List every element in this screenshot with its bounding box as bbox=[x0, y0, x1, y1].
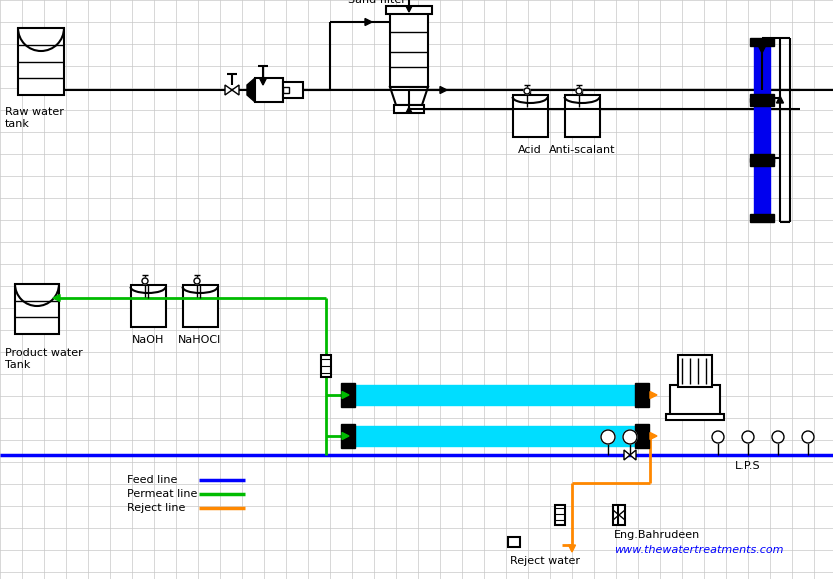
Polygon shape bbox=[342, 391, 349, 398]
Bar bbox=[513, 95, 548, 137]
Polygon shape bbox=[406, 107, 412, 113]
Bar bbox=[670, 385, 720, 415]
Polygon shape bbox=[232, 85, 239, 95]
Bar bbox=[355, 426, 635, 446]
Bar bbox=[750, 214, 774, 222]
Bar bbox=[750, 98, 774, 106]
Polygon shape bbox=[247, 78, 255, 102]
Bar bbox=[321, 355, 331, 377]
Polygon shape bbox=[759, 46, 766, 53]
Text: Product water
Tank: Product water Tank bbox=[5, 348, 82, 369]
Text: Raw water
tank: Raw water tank bbox=[5, 107, 64, 129]
Polygon shape bbox=[342, 433, 349, 439]
Text: Eng.Bahrudeen: Eng.Bahrudeen bbox=[614, 530, 701, 540]
Text: L.P.S: L.P.S bbox=[735, 461, 761, 471]
Bar bbox=[355, 385, 635, 405]
Bar bbox=[678, 355, 712, 387]
Bar bbox=[341, 383, 355, 407]
Polygon shape bbox=[440, 86, 447, 93]
Bar bbox=[283, 87, 289, 93]
Polygon shape bbox=[630, 450, 636, 460]
Bar bbox=[666, 414, 724, 420]
Circle shape bbox=[623, 430, 637, 444]
Text: Anti-scalant: Anti-scalant bbox=[549, 145, 616, 155]
Circle shape bbox=[601, 430, 615, 444]
Polygon shape bbox=[624, 450, 630, 460]
Bar bbox=[635, 383, 649, 407]
Circle shape bbox=[802, 431, 814, 443]
Circle shape bbox=[742, 431, 754, 443]
Bar bbox=[754, 106, 770, 154]
Polygon shape bbox=[776, 96, 784, 103]
Circle shape bbox=[712, 431, 724, 443]
Text: Sand filter: Sand filter bbox=[348, 0, 406, 5]
Bar bbox=[341, 424, 355, 448]
Bar bbox=[386, 6, 432, 14]
Bar bbox=[754, 46, 770, 94]
Bar bbox=[390, 12, 428, 87]
Polygon shape bbox=[365, 19, 372, 25]
Circle shape bbox=[524, 88, 530, 94]
Text: Reject water: Reject water bbox=[510, 556, 580, 566]
Polygon shape bbox=[225, 85, 232, 95]
Text: Acid: Acid bbox=[518, 145, 542, 155]
Polygon shape bbox=[568, 545, 576, 552]
Bar bbox=[18, 28, 64, 95]
Bar bbox=[555, 505, 565, 525]
Bar bbox=[754, 166, 770, 214]
Bar bbox=[508, 537, 520, 547]
Polygon shape bbox=[406, 6, 412, 12]
Bar bbox=[183, 285, 218, 327]
Circle shape bbox=[142, 278, 148, 284]
Bar bbox=[613, 505, 625, 525]
Bar bbox=[750, 38, 774, 46]
Bar bbox=[750, 94, 774, 102]
Bar bbox=[131, 285, 166, 327]
Bar bbox=[15, 284, 59, 334]
Text: Feed line: Feed line bbox=[127, 475, 177, 485]
Circle shape bbox=[772, 431, 784, 443]
Bar bbox=[255, 78, 283, 102]
Circle shape bbox=[194, 278, 200, 284]
Polygon shape bbox=[53, 295, 60, 302]
Bar bbox=[394, 105, 424, 113]
Text: NaHOCl: NaHOCl bbox=[178, 335, 222, 345]
Polygon shape bbox=[390, 87, 428, 105]
Text: Reject line: Reject line bbox=[127, 503, 186, 513]
Bar bbox=[635, 424, 649, 448]
Circle shape bbox=[576, 88, 582, 94]
Text: NaOH: NaOH bbox=[132, 335, 164, 345]
Text: Permeat line: Permeat line bbox=[127, 489, 197, 499]
Bar bbox=[283, 82, 303, 98]
Bar bbox=[565, 95, 600, 137]
Text: www.thewatertreatments.com: www.thewatertreatments.com bbox=[614, 545, 784, 555]
Polygon shape bbox=[650, 433, 657, 439]
Bar bbox=[750, 154, 774, 162]
Polygon shape bbox=[650, 391, 657, 398]
Bar bbox=[750, 158, 774, 166]
Polygon shape bbox=[260, 78, 267, 85]
